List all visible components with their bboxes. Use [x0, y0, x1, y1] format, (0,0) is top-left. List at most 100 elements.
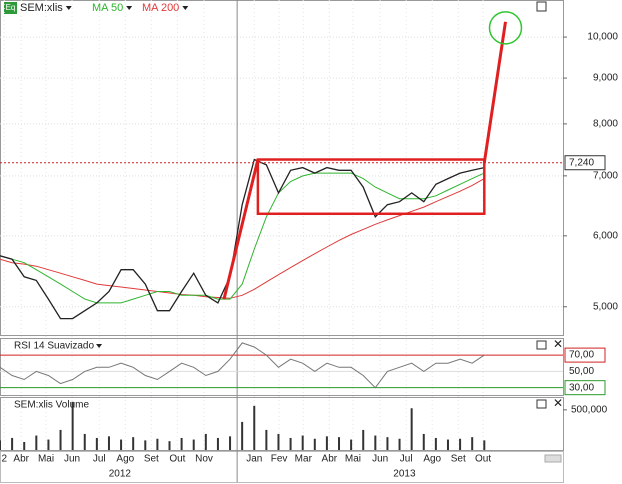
- volume-bar: [422, 433, 425, 450]
- volume-bar: [35, 435, 38, 450]
- x-tick-label: Abr: [13, 454, 29, 465]
- volume-bar: [107, 436, 110, 450]
- price-panel: [0, 0, 564, 336]
- volume-bar: [144, 440, 147, 450]
- volume-bar: [71, 401, 74, 450]
- volume-bar: [434, 437, 437, 450]
- volume-panel: [0, 397, 564, 451]
- x-tick-label: Fev: [271, 454, 288, 465]
- maximize-button[interactable]: [536, 399, 547, 409]
- x-tick-label: Out: [475, 454, 491, 465]
- volume-bar: [180, 437, 183, 450]
- volume-bar: [362, 429, 365, 450]
- panel-title: RSI 14 Suavizado: [14, 341, 94, 352]
- close-button[interactable]: ✕: [553, 396, 563, 410]
- x-tick-label: Set: [144, 454, 159, 465]
- dropdown-arrow: [182, 6, 189, 10]
- range-box: [256, 158, 486, 216]
- legend-entry[interactable]: MA 200: [142, 2, 179, 14]
- y-tick-label: 10,000: [587, 32, 618, 43]
- y-tick-label: 500,000: [571, 404, 608, 415]
- volume-bar: [350, 439, 353, 450]
- volume-bar: [277, 433, 280, 450]
- legend-entry[interactable]: MA 50: [92, 2, 123, 14]
- x-tick-label: Ago: [116, 454, 134, 465]
- x-tick-label: Set: [451, 454, 466, 465]
- volume-bar: [59, 429, 62, 450]
- volume-bar: [132, 437, 135, 450]
- y-tick-label: 9,000: [593, 73, 618, 84]
- panel-title: SEM:xlis Volume: [14, 400, 89, 411]
- volume-bar: [47, 439, 50, 450]
- volume-bar: [229, 436, 232, 450]
- volume-bar: [265, 429, 268, 450]
- x-tick-label: Jan: [246, 454, 262, 465]
- volume-bar: [216, 437, 219, 450]
- y-tick-label: 6,000: [593, 230, 618, 241]
- x-tick-label: Ago: [423, 454, 441, 465]
- scroll-handle[interactable]: [544, 454, 562, 463]
- volume-bar: [156, 438, 159, 450]
- dropdown-arrow: [126, 6, 133, 10]
- x-tick-label: Jul: [400, 454, 413, 465]
- x-tick-label: 2: [1, 454, 7, 465]
- year-label: 2013: [393, 469, 416, 480]
- last-price-box: [564, 155, 606, 171]
- volume-bar: [313, 438, 316, 450]
- y-tick-label: 70,00: [569, 350, 594, 361]
- volume-bar: [325, 436, 328, 450]
- dropdown-arrow: [65, 6, 72, 10]
- x-tick-label: Mai: [345, 454, 361, 465]
- dropdown-arrow: [96, 344, 103, 348]
- volume-bar: [168, 441, 171, 450]
- price-line: [0, 158, 485, 320]
- level-box: [564, 347, 606, 363]
- maximize-button[interactable]: [536, 340, 547, 350]
- volume-bar: [120, 439, 123, 450]
- volume-bar: [241, 421, 244, 450]
- volume-bar: [11, 437, 14, 450]
- x-tick-label: Abr: [322, 454, 338, 465]
- x-tick-label: Jun: [64, 454, 80, 465]
- symbol-icon[interactable]: [4, 2, 17, 14]
- volume-bar: [471, 437, 474, 450]
- volume-bar: [204, 433, 207, 450]
- x-tick-label: Mai: [38, 454, 54, 465]
- year-label: 2012: [109, 469, 132, 480]
- rsi-panel: [0, 338, 564, 396]
- volume-bar: [398, 438, 401, 450]
- legend-entry[interactable]: SEM:xlis: [20, 2, 63, 14]
- volume-bar: [192, 439, 195, 450]
- projection-line: [482, 21, 507, 163]
- target-circle: [488, 11, 523, 45]
- volume-bar: [446, 439, 449, 450]
- x-tick-label: Out: [169, 454, 185, 465]
- level-box: [564, 380, 606, 396]
- close-button[interactable]: ✕: [553, 337, 563, 351]
- breakout-line: [222, 159, 260, 300]
- maximize-button[interactable]: [536, 1, 547, 12]
- rsi-line: [0, 342, 485, 389]
- volume-bar: [338, 437, 341, 450]
- volume-bar: [0, 440, 1, 450]
- volume-bar: [301, 435, 304, 450]
- volume-bar: [289, 437, 292, 450]
- symbol-icon-label: Eq: [6, 3, 16, 12]
- x-tick-label: Mar: [295, 454, 313, 465]
- volume-bar: [23, 441, 26, 450]
- y-tick-label: 7,000: [593, 170, 618, 181]
- x-tick-label: Jun: [372, 454, 388, 465]
- y-tick-label: 50,00: [569, 366, 594, 377]
- y-tick-label: 30,00: [569, 382, 594, 393]
- volume-bar: [83, 433, 86, 450]
- volume-bar: [374, 435, 377, 450]
- y-tick-label: 8,000: [593, 119, 618, 130]
- volume-bar: [253, 405, 256, 450]
- volume-bar: [95, 437, 98, 450]
- volume-bar: [459, 438, 462, 450]
- y-tick-label: 5,000: [593, 301, 618, 312]
- x-tick-label: Jul: [93, 454, 106, 465]
- time-axis: [0, 451, 564, 483]
